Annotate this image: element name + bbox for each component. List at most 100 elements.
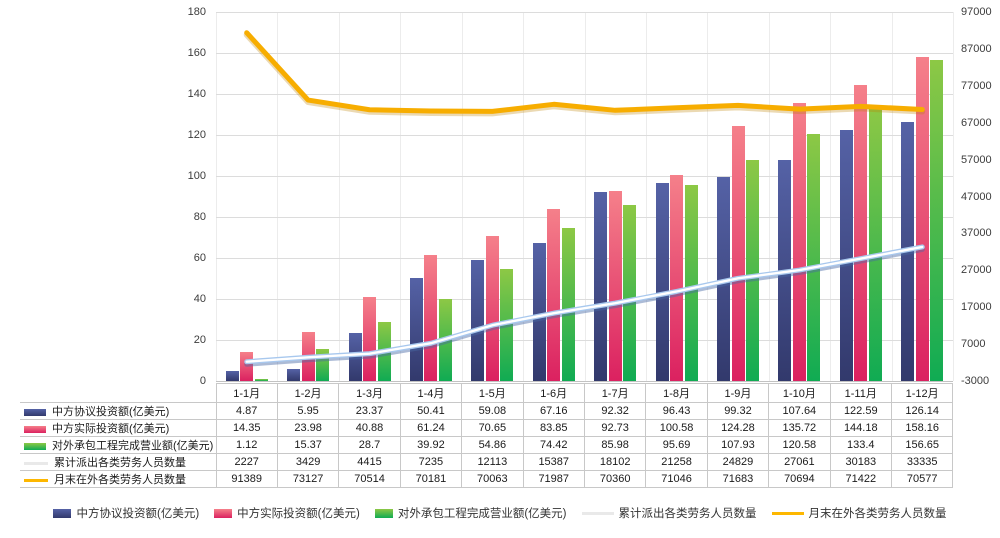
table-value-cell: 3429 — [276, 453, 340, 471]
horizontal-gridline — [216, 94, 953, 95]
vertical-gridline — [707, 12, 709, 381]
table-series-label: 月末在外各类劳务人员数量 — [20, 470, 217, 488]
bar-中方协议投资额(亿美元) — [409, 277, 423, 381]
series-name: 中方实际投资额(亿美元) — [52, 423, 170, 435]
table-value-cell: 124.28 — [706, 419, 770, 437]
table-value-cell: 7235 — [399, 453, 463, 471]
bar-对外承包工程完成营业额(亿美元) — [684, 184, 698, 381]
vertical-gridline — [338, 12, 340, 381]
table-value-cell: 99.32 — [706, 402, 770, 420]
y-axis-right-tick: 7000 — [961, 338, 986, 351]
table-value-cell: 59.08 — [461, 402, 524, 420]
bar-对外承包工程完成营业额(亿美元) — [807, 133, 821, 381]
table-value-cell: 30183 — [829, 453, 892, 471]
y-axis-right-tick: 97000 — [961, 6, 992, 18]
table-value-cell: 73127 — [276, 470, 340, 488]
y-axis-right-tick: 87000 — [961, 42, 992, 55]
legend-label: 中方实际投资额(亿美元) — [237, 508, 360, 520]
bar-中方协议投资额(亿美元) — [778, 160, 792, 381]
legend-label: 中方协议投资额(亿美元) — [76, 508, 200, 520]
bar-中方协议投资额(亿美元) — [594, 191, 608, 381]
table-value-cell: 71422 — [829, 470, 892, 488]
vertical-gridline — [216, 12, 217, 381]
bar-对外承包工程完成营业额(亿美元) — [623, 204, 637, 381]
table-value-cell: 95.69 — [645, 436, 708, 454]
bar-对外承包工程完成营业额(亿美元) — [930, 59, 944, 381]
bar-对外承包工程完成营业额(亿美元) — [254, 378, 268, 381]
y-axis-right-tick: -3000 — [961, 375, 990, 387]
bar-中方实际投资额(亿美元) — [240, 351, 254, 381]
bar-中方实际投资额(亿美元) — [854, 85, 868, 381]
bar-中方协议投资额(亿美元) — [532, 243, 546, 381]
series-name: 对外承包工程完成营业额(亿美元) — [52, 440, 214, 452]
table-month-header: 1-6月 — [522, 383, 585, 403]
bar-对外承包工程完成营业额(亿美元) — [561, 228, 575, 381]
bar-中方实际投资额(亿美元) — [670, 174, 684, 381]
y-axis-right-tick: 67000 — [961, 116, 992, 129]
table-value-cell: 4.87 — [215, 402, 278, 420]
bar-中方实际投资额(亿美元) — [731, 126, 745, 381]
table-header-row: 1-1月 1-2月 1-3月 1-4月 1-5月 1-6月 1-7月 1-8月 1-9月 1-10… — [20, 383, 954, 403]
bar-中方协议投资额(亿美元) — [348, 333, 362, 381]
y-axis-left-tick: 120 — [187, 129, 206, 141]
table-month-header: 1-7月 — [583, 383, 647, 403]
table-value-cell: 70577 — [890, 470, 954, 488]
bar-中方协议投资额(亿美元) — [655, 183, 669, 381]
bar-对外承包工程完成营业额(亿美元) — [377, 322, 391, 381]
bar-对外承包工程完成营业额(亿美元) — [438, 299, 452, 381]
table-value-cell: 4415 — [338, 453, 401, 471]
table-value-cell: 2227 — [215, 453, 278, 471]
table-value-cell: 12113 — [461, 453, 524, 471]
series-swatch-bar — [24, 425, 46, 433]
vertical-gridline — [953, 12, 954, 381]
legend-item: 中方协议投资额(亿美元) — [53, 505, 199, 521]
y-axis-right-tick: 77000 — [961, 79, 992, 92]
table-value-cell: 61.24 — [399, 419, 463, 437]
horizontal-gridline — [216, 53, 953, 54]
table-value-cell: 133.4 — [829, 436, 892, 454]
table-row: 累计派出各类劳务人员数量 2227 3429 4415 7235 12113 15387 18… — [20, 453, 954, 471]
table-corner-cell — [20, 383, 217, 403]
bar-中方实际投资额(亿美元) — [792, 102, 806, 381]
table-value-cell: 1.12 — [215, 436, 278, 454]
vertical-gridline — [830, 12, 832, 381]
table-value-cell: 54.86 — [461, 436, 524, 454]
horizontal-gridline — [216, 176, 953, 177]
legend-line-marker — [771, 511, 804, 515]
table-value-cell: 28.7 — [338, 436, 401, 454]
vertical-gridline — [891, 12, 893, 381]
bar-中方实际投资额(亿美元) — [363, 297, 377, 381]
table-value-cell: 70514 — [338, 470, 401, 488]
table-month-header: 1-4月 — [399, 383, 463, 403]
legend-label: 月末在外各类劳务人员数量 — [808, 508, 947, 520]
table-month-header: 1-12月 — [890, 383, 954, 403]
table-value-cell: 107.64 — [768, 402, 831, 420]
table-value-cell: 144.18 — [829, 419, 892, 437]
table-month-header: 1-1月 — [215, 383, 278, 403]
table-value-cell: 70181 — [399, 470, 463, 488]
table-value-cell: 18102 — [583, 453, 647, 471]
table-value-cell: 156.65 — [890, 436, 954, 454]
bar-中方实际投资额(亿美元) — [915, 56, 929, 381]
legend-item: 累计派出各类劳务人员数量 — [581, 505, 757, 521]
series-name: 累计派出各类劳务人员数量 — [54, 457, 186, 469]
table-value-cell: 71683 — [706, 470, 770, 488]
table-value-cell: 135.72 — [768, 419, 831, 437]
bar-中方协议投资额(亿美元) — [287, 368, 301, 381]
series-swatch-bar — [24, 408, 46, 416]
y-axis-left-tick: 80 — [193, 211, 206, 223]
horizontal-gridline — [216, 135, 953, 136]
table-value-cell: 83.85 — [522, 419, 585, 437]
table-value-cell: 50.41 — [399, 402, 463, 420]
legend-item: 中方实际投资额(亿美元) — [214, 505, 360, 521]
vertical-gridline — [768, 12, 770, 381]
bar-对外承包工程完成营业额(亿美元) — [500, 268, 514, 381]
table-value-cell: 5.95 — [276, 402, 340, 420]
bar-对外承包工程完成营业额(亿美元) — [868, 107, 882, 381]
bar-中方协议投资额(亿美元) — [225, 371, 239, 381]
table-month-header: 1-8月 — [645, 383, 708, 403]
table-value-cell: 40.88 — [338, 419, 401, 437]
table-row: 中方实际投资额(亿美元) 14.35 23.98 40.88 61.24 70.65 83.… — [20, 419, 954, 437]
bar-中方实际投资额(亿美元) — [485, 236, 499, 381]
